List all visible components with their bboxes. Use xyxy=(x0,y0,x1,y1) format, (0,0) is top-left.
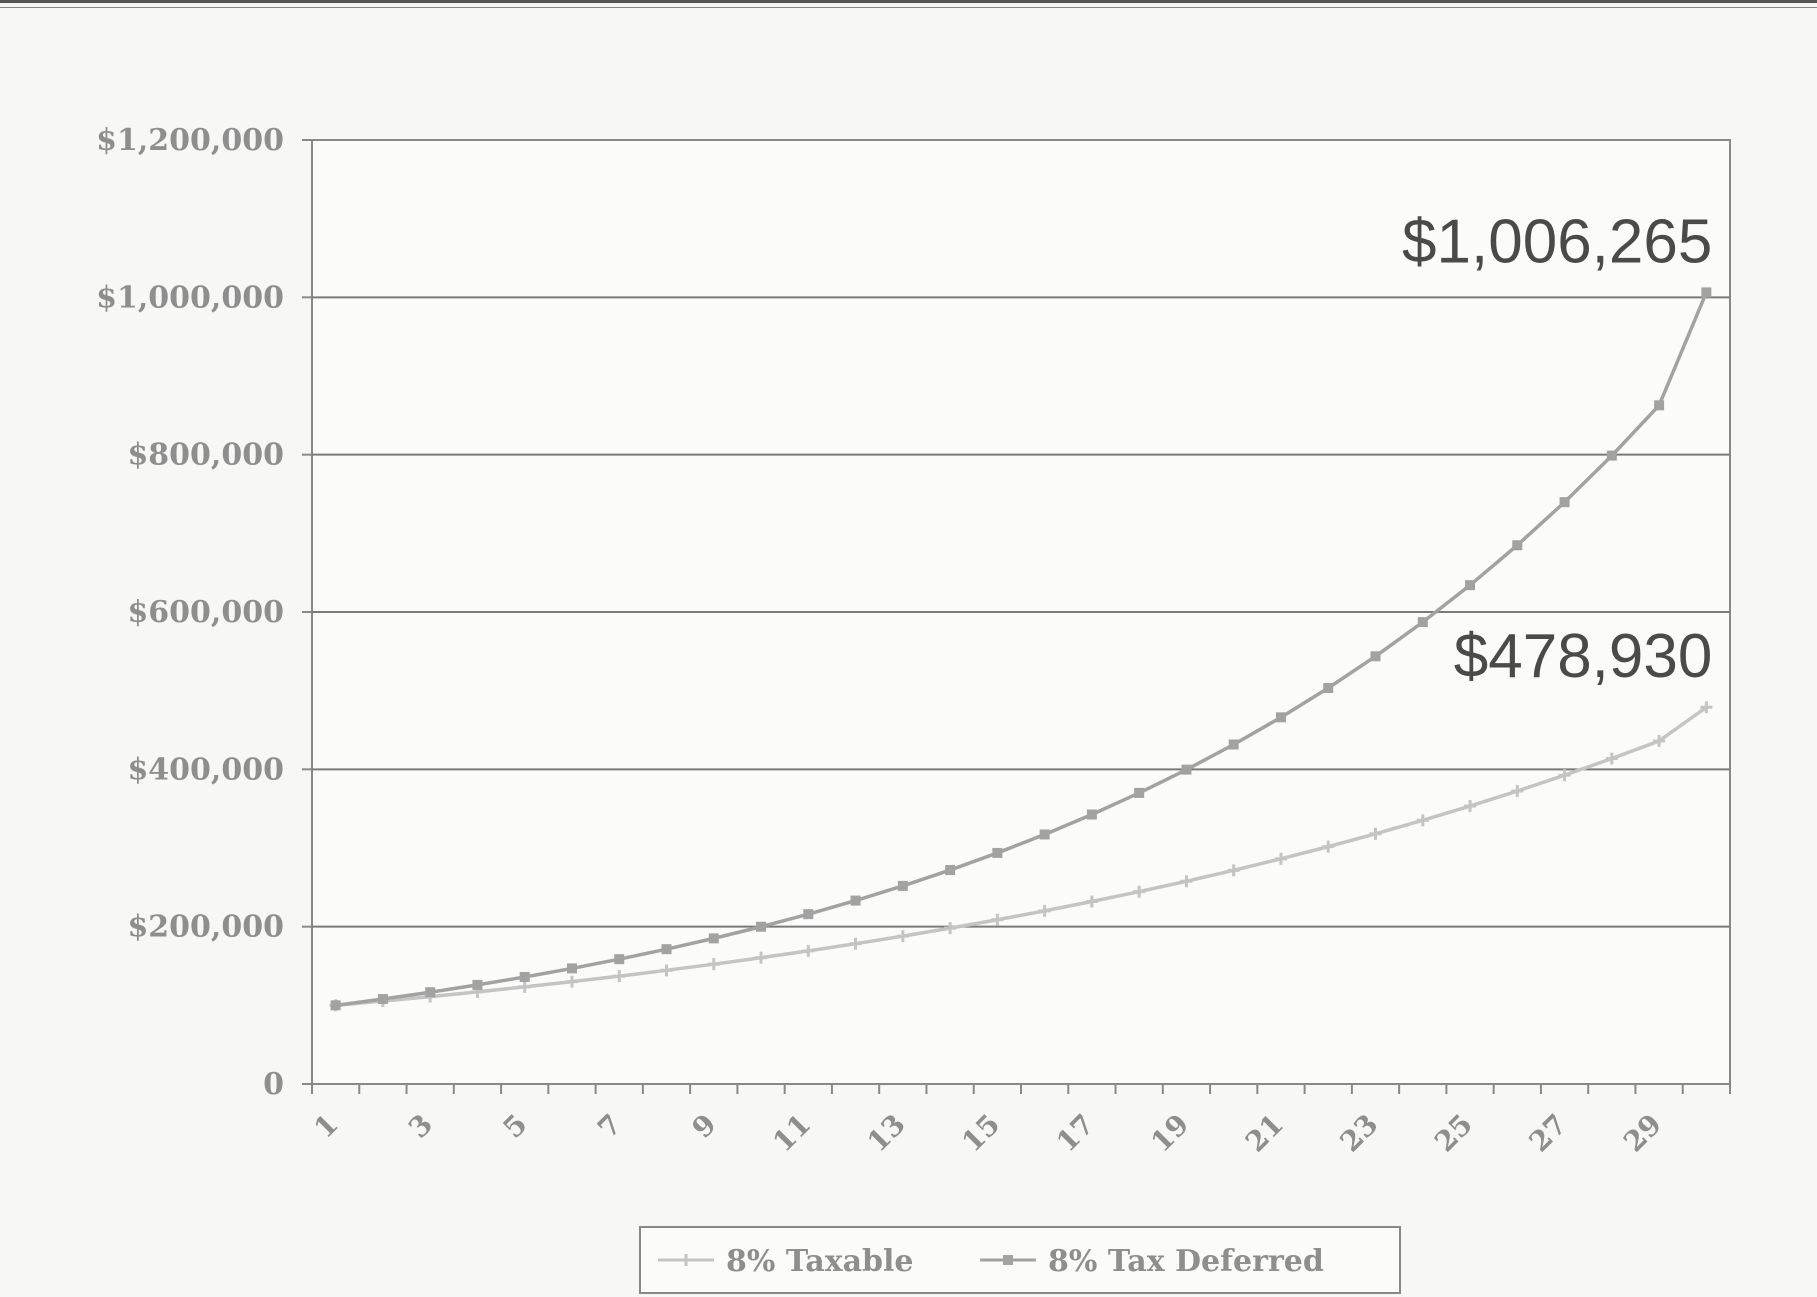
data-point xyxy=(897,880,908,891)
x-tick-label: 19 xyxy=(1144,1108,1195,1159)
data-point xyxy=(1701,287,1712,298)
x-tick-label: 11 xyxy=(766,1108,817,1159)
x-tick-label: 27 xyxy=(1523,1108,1574,1159)
data-point xyxy=(1038,904,1051,917)
data-point xyxy=(707,958,720,971)
x-tick-label: 25 xyxy=(1428,1108,1479,1159)
data-point xyxy=(896,930,909,943)
data-point xyxy=(519,971,530,982)
data-point xyxy=(1417,617,1428,628)
data-point xyxy=(1700,701,1713,714)
data-point xyxy=(1558,769,1571,782)
x-tick-label: 7 xyxy=(591,1108,628,1145)
x-tick-label: 17 xyxy=(1050,1108,1101,1159)
x-tick-label: 21 xyxy=(1239,1108,1290,1159)
top-border-line-inner xyxy=(0,7,1817,8)
data-point xyxy=(1227,864,1240,877)
legend-label: 8% Tax Deferred xyxy=(1048,1244,1324,1279)
data-point xyxy=(1085,895,1098,908)
x-tick-label: 15 xyxy=(955,1108,1006,1159)
legend: 8% Taxable 8% Tax Deferred xyxy=(639,1226,1401,1294)
data-point xyxy=(1322,840,1335,853)
data-point xyxy=(661,944,672,955)
data-point xyxy=(944,922,957,935)
data-point xyxy=(849,937,862,950)
annotations-layer: $1,006,265 $478,930 xyxy=(1402,207,1712,691)
top-border-line xyxy=(0,0,1817,3)
y-tick-label: $200,000 xyxy=(127,910,284,945)
data-point xyxy=(1039,829,1050,840)
y-tick-label: $400,000 xyxy=(127,752,284,787)
data-point xyxy=(1274,852,1287,865)
x-tick-label: 5 xyxy=(497,1108,534,1145)
x-tick-label: 9 xyxy=(686,1108,723,1145)
x-tick-label: 23 xyxy=(1334,1108,1385,1159)
data-point xyxy=(802,944,815,957)
data-point xyxy=(1464,800,1477,813)
data-point xyxy=(1416,814,1429,827)
data-point xyxy=(708,933,719,944)
data-point xyxy=(1133,885,1146,898)
data-point xyxy=(1323,683,1334,694)
data-point xyxy=(613,970,626,983)
data-point xyxy=(377,994,388,1005)
data-point xyxy=(850,895,861,906)
y-tick-label: $600,000 xyxy=(127,595,284,630)
data-point xyxy=(1559,497,1570,508)
y-tick-label: $1,200,000 xyxy=(96,123,284,158)
data-point xyxy=(472,979,483,990)
x-tick-label: 29 xyxy=(1617,1108,1668,1159)
data-point xyxy=(756,921,767,932)
series-line xyxy=(335,291,1708,1008)
x-tick-label: 1 xyxy=(307,1108,344,1145)
data-point xyxy=(1134,787,1145,798)
data-point xyxy=(614,954,625,965)
legend-label: 8% Taxable xyxy=(726,1244,914,1279)
y-tick-label: $800,000 xyxy=(127,438,284,473)
x-tick-label: 3 xyxy=(402,1108,439,1145)
data-point xyxy=(1369,827,1382,840)
grid-lines xyxy=(312,296,1730,928)
data-point xyxy=(425,987,436,998)
data-point xyxy=(755,951,768,964)
legend-marker xyxy=(1003,1255,1013,1265)
data-point xyxy=(945,865,956,876)
series-layer xyxy=(329,287,1713,1012)
value-annotation: $478,930 xyxy=(1454,622,1713,691)
data-point xyxy=(991,913,1004,926)
x-tick-label: 13 xyxy=(861,1108,912,1159)
y-axis: 0 $200,000 $400,000 $600,000 $800,000 $1,000,… xyxy=(96,123,312,1102)
data-point xyxy=(1086,809,1097,820)
data-point xyxy=(803,909,814,920)
series-line xyxy=(335,705,1708,1008)
data-point xyxy=(1511,785,1524,798)
data-point xyxy=(1275,712,1286,723)
data-point xyxy=(1465,580,1476,591)
x-axis: 1 3 5 7 9 11 13 15 17 19 21 23 25 27 29 xyxy=(307,1084,1731,1159)
data-point xyxy=(992,847,1003,858)
data-point xyxy=(330,1000,341,1011)
value-annotation: $1,006,265 xyxy=(1402,207,1712,276)
data-point xyxy=(1605,752,1618,765)
data-point xyxy=(1606,450,1617,461)
data-point xyxy=(1181,764,1192,775)
y-tick-label: $1,000,000 xyxy=(96,280,284,315)
data-point xyxy=(1370,651,1381,662)
data-point xyxy=(565,975,578,988)
data-point xyxy=(1654,400,1665,411)
data-point xyxy=(660,964,673,977)
data-point xyxy=(1180,875,1193,888)
data-point xyxy=(1228,739,1239,750)
data-point xyxy=(518,980,531,993)
data-point xyxy=(1512,540,1523,551)
y-tick-label: 0 xyxy=(263,1067,284,1102)
data-point xyxy=(566,963,577,974)
data-point xyxy=(1653,734,1666,747)
